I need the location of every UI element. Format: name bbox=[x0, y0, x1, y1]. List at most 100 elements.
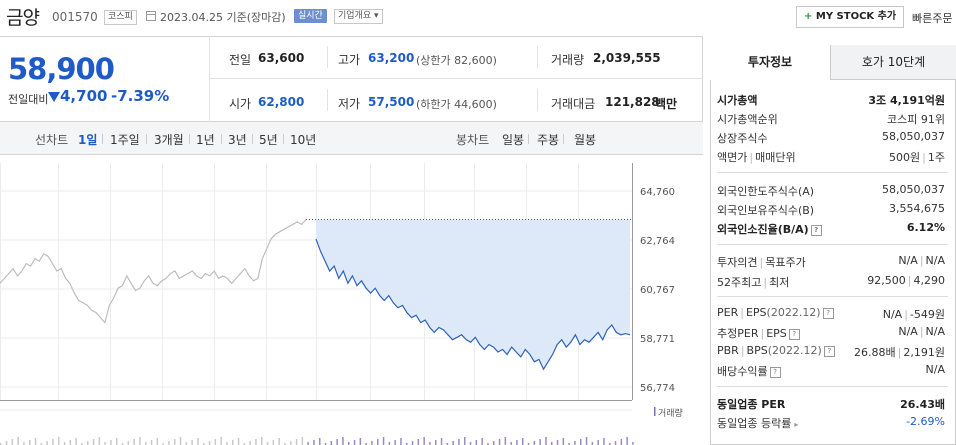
foreign-hold-label: 외국인보유주식수(B) bbox=[717, 204, 815, 217]
bps-period: (2022.12) bbox=[767, 344, 822, 357]
tab-1day[interactable]: 1일 bbox=[78, 133, 98, 147]
volume-bar bbox=[243, 443, 246, 445]
foreign-ratio-value: 6.12% bbox=[906, 221, 945, 234]
foreign-limit-row: 외국인한도주식수(A) 58,050,037 bbox=[717, 183, 945, 199]
y-tick-label: 58,771 bbox=[640, 334, 675, 345]
today-price-line bbox=[315, 238, 631, 371]
volume-bar bbox=[29, 440, 31, 445]
est-per-value: N/A bbox=[898, 325, 918, 338]
volume-bar bbox=[330, 441, 333, 445]
volume-bar bbox=[214, 439, 217, 445]
dividend-label: 배당수익률 bbox=[717, 365, 768, 378]
high-value: 63,200 bbox=[368, 51, 415, 65]
par-value-row: 액면가 | 매매단위 500원 | 1주 bbox=[717, 149, 945, 165]
volume-bar bbox=[150, 440, 153, 445]
help-icon[interactable]: ? bbox=[823, 345, 835, 357]
volume-bar bbox=[290, 441, 292, 445]
volume-bar bbox=[394, 440, 396, 445]
help-icon[interactable]: ? bbox=[769, 366, 781, 378]
volume-bar bbox=[104, 442, 106, 445]
market-cap-value: 3조 4,191억원 bbox=[868, 94, 945, 107]
help-icon[interactable]: ? bbox=[788, 328, 800, 340]
volume-bar bbox=[464, 437, 466, 445]
volume-bar bbox=[237, 438, 240, 445]
tab-1year[interactable]: 1년 bbox=[196, 133, 215, 147]
est-per-labels: 추정PER | EPS? bbox=[717, 325, 800, 341]
listed-shares-label: 상장주식수 bbox=[717, 132, 768, 145]
volume-bar bbox=[562, 438, 565, 445]
volume-bar bbox=[388, 442, 391, 445]
market-cap-rank-value: 코스피 91위 bbox=[887, 113, 945, 126]
volume-bar bbox=[34, 438, 37, 445]
volume-bar bbox=[249, 441, 251, 445]
volume-bar bbox=[533, 441, 536, 445]
help-icon[interactable]: ? bbox=[810, 224, 822, 236]
divider bbox=[537, 89, 538, 111]
period-tab-bar bbox=[0, 122, 703, 155]
foreign-hold-row: 외국인보유주식수(B) 3,554,675 bbox=[717, 202, 945, 218]
volume-bar bbox=[556, 440, 559, 445]
volume-bar bbox=[475, 440, 478, 445]
volume-bar bbox=[406, 443, 408, 445]
volume-bar bbox=[203, 443, 205, 445]
52week-high-label: 52주최고 bbox=[717, 276, 762, 289]
date-value: 2023.04.25 bbox=[160, 11, 223, 24]
tab-daily-candle[interactable]: 일봉 bbox=[502, 133, 525, 147]
divider bbox=[717, 172, 948, 173]
bps-value: 2,191원 bbox=[903, 346, 945, 359]
market-cap-rank-label: 시가총액순위 bbox=[717, 113, 778, 126]
par-unit-labels: 액면가 | 매매단위 bbox=[717, 151, 796, 164]
52week-labels: 52주최고 | 최저 bbox=[717, 276, 790, 289]
volume-bar bbox=[46, 441, 48, 445]
tab-order-book[interactable]: 호가 10단계 bbox=[831, 45, 956, 80]
tab-1week[interactable]: 1주일 bbox=[110, 133, 140, 147]
quick-order-link[interactable]: 빠른주문 bbox=[912, 12, 953, 25]
52week-low: 4,290 bbox=[913, 274, 946, 287]
tab-weekly-candle[interactable]: 주봉 bbox=[537, 133, 560, 147]
divider bbox=[327, 46, 328, 68]
calendar-icon bbox=[146, 11, 156, 21]
prev-close-label: 전일 bbox=[229, 53, 252, 67]
volume-bar bbox=[87, 441, 89, 445]
volume-bar bbox=[510, 442, 512, 445]
tab-monthly-candle[interactable]: 월봉 bbox=[574, 133, 597, 147]
market-cap-rank-row: 시가총액순위 코스피 91위 bbox=[717, 111, 945, 127]
volume-bar bbox=[307, 442, 309, 445]
y-tick-label: 64,760 bbox=[640, 187, 675, 198]
dividend-row: 배당수익률? N/A bbox=[717, 363, 945, 379]
volume-value: 2,039,555 bbox=[593, 51, 661, 65]
price-chart[interactable]: 64,760 62,764 60,767 58,771 56,774 거래량 bbox=[0, 155, 703, 445]
volume-bar bbox=[266, 442, 269, 445]
company-info-dropdown[interactable]: 기업개요 ▾ bbox=[334, 9, 383, 24]
industry-rate-label: 동일업종 등락률 bbox=[717, 417, 792, 430]
est-per-values: N/A | N/A bbox=[898, 325, 945, 338]
add-mystock-button[interactable]: + MY STOCK 추가 bbox=[796, 6, 905, 28]
realtime-button[interactable]: 실시간 bbox=[294, 9, 327, 23]
volume-bar bbox=[620, 439, 623, 445]
stock-name: 금양 bbox=[6, 7, 40, 29]
foreign-ratio-label: 외국인소진율(B/A) bbox=[717, 223, 809, 236]
volume-bar bbox=[353, 440, 356, 445]
caret-right-icon: ▸ bbox=[794, 420, 799, 429]
tab-3month[interactable]: 3개월 bbox=[154, 133, 184, 147]
tab-investment-info[interactable]: 투자정보 bbox=[710, 45, 831, 80]
industry-per-value: 26.43배 bbox=[900, 398, 945, 411]
volume-bar bbox=[324, 443, 327, 445]
market-cap-row: 시가총액 3조 4,191억원 bbox=[717, 92, 945, 108]
volume-legend: 거래량 bbox=[658, 407, 683, 419]
volume-bar bbox=[272, 440, 275, 445]
volume-bar bbox=[168, 441, 170, 445]
per-eps-row: PER | EPS(2022.12)? N/A | -549원 bbox=[717, 306, 945, 322]
listed-shares-row: 상장주식수 58,050,037 bbox=[717, 130, 945, 146]
tab-10year[interactable]: 10년 bbox=[290, 133, 317, 147]
volume-bar bbox=[139, 437, 141, 445]
fall-area bbox=[316, 219, 630, 370]
price-summary-box bbox=[0, 36, 703, 122]
tab-3year[interactable]: 3년 bbox=[228, 133, 247, 147]
tab-5year[interactable]: 5년 bbox=[259, 133, 278, 147]
chevron-down-icon: ▾ bbox=[374, 11, 379, 21]
help-icon[interactable]: ? bbox=[822, 307, 834, 319]
volume-bar bbox=[162, 443, 164, 445]
eps-value: -549원 bbox=[909, 308, 945, 321]
volume-bar bbox=[603, 438, 605, 445]
